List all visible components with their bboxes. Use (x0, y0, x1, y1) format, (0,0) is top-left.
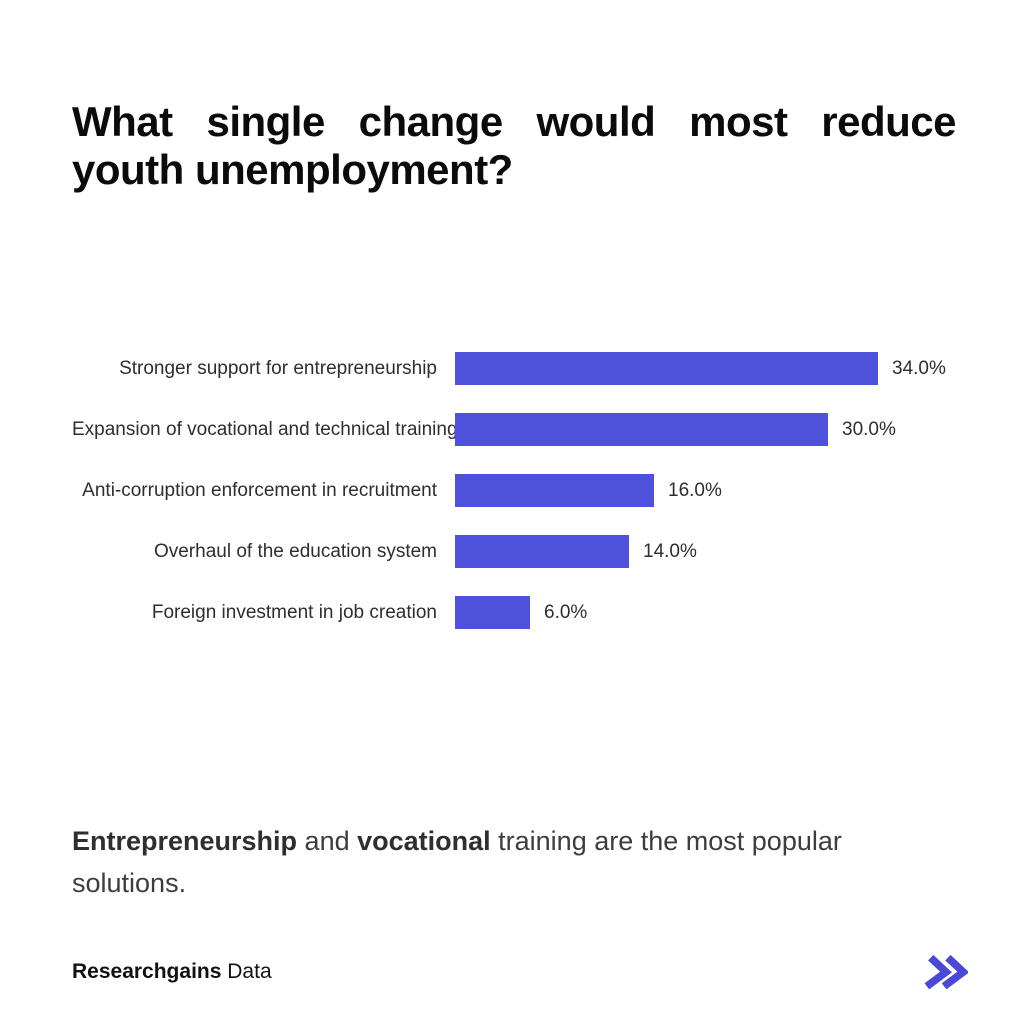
value-label: 6.0% (544, 601, 588, 623)
value-label: 16.0% (668, 479, 722, 501)
category-label: Anti-corruption enforcement in recruitme… (82, 479, 437, 501)
double-chevron-right-icon (924, 952, 968, 992)
value-label: 30.0% (842, 418, 896, 440)
category-label: Overhaul of the education system (153, 540, 437, 562)
bar (455, 535, 629, 568)
caption-text: training are the most popular solutions. (72, 826, 842, 898)
footer: Researchgains Data (72, 946, 968, 998)
bar (455, 474, 654, 507)
caption: Entrepreneurship and vocational training… (72, 820, 932, 904)
category-label: Expansion of vocational and technical tr… (72, 418, 458, 440)
bar-chart: Stronger support for entrepreneurship 34.… (72, 352, 952, 657)
category-label: Stronger support for entrepreneurship (119, 357, 437, 379)
page-title: What single change would most reduce you… (72, 98, 957, 194)
brand-suffix: Data (227, 960, 272, 983)
category-label: Foreign investment in job creation (151, 601, 437, 623)
bar (455, 352, 878, 385)
bar (455, 413, 828, 446)
chart-row: Overhaul of the education system 14.0% (72, 535, 952, 568)
caption-bold-text: vocational (357, 826, 491, 856)
caption-bold-text: Entrepreneurship (72, 826, 298, 856)
bar (455, 596, 530, 629)
chart-row: Expansion of vocational and technical tr… (72, 413, 952, 446)
value-label: 34.0% (892, 357, 946, 379)
brand-name: Researchgains (72, 960, 222, 983)
brand-text: Researchgains Data (72, 960, 272, 984)
chart-row: Foreign investment in job creation 6.0% (72, 596, 952, 629)
caption-text: and (297, 826, 358, 856)
chart-row: Anti-corruption enforcement in recruitme… (72, 474, 952, 507)
value-label: 14.0% (643, 540, 697, 562)
chart-row: Stronger support for entrepreneurship 34.… (72, 352, 952, 385)
